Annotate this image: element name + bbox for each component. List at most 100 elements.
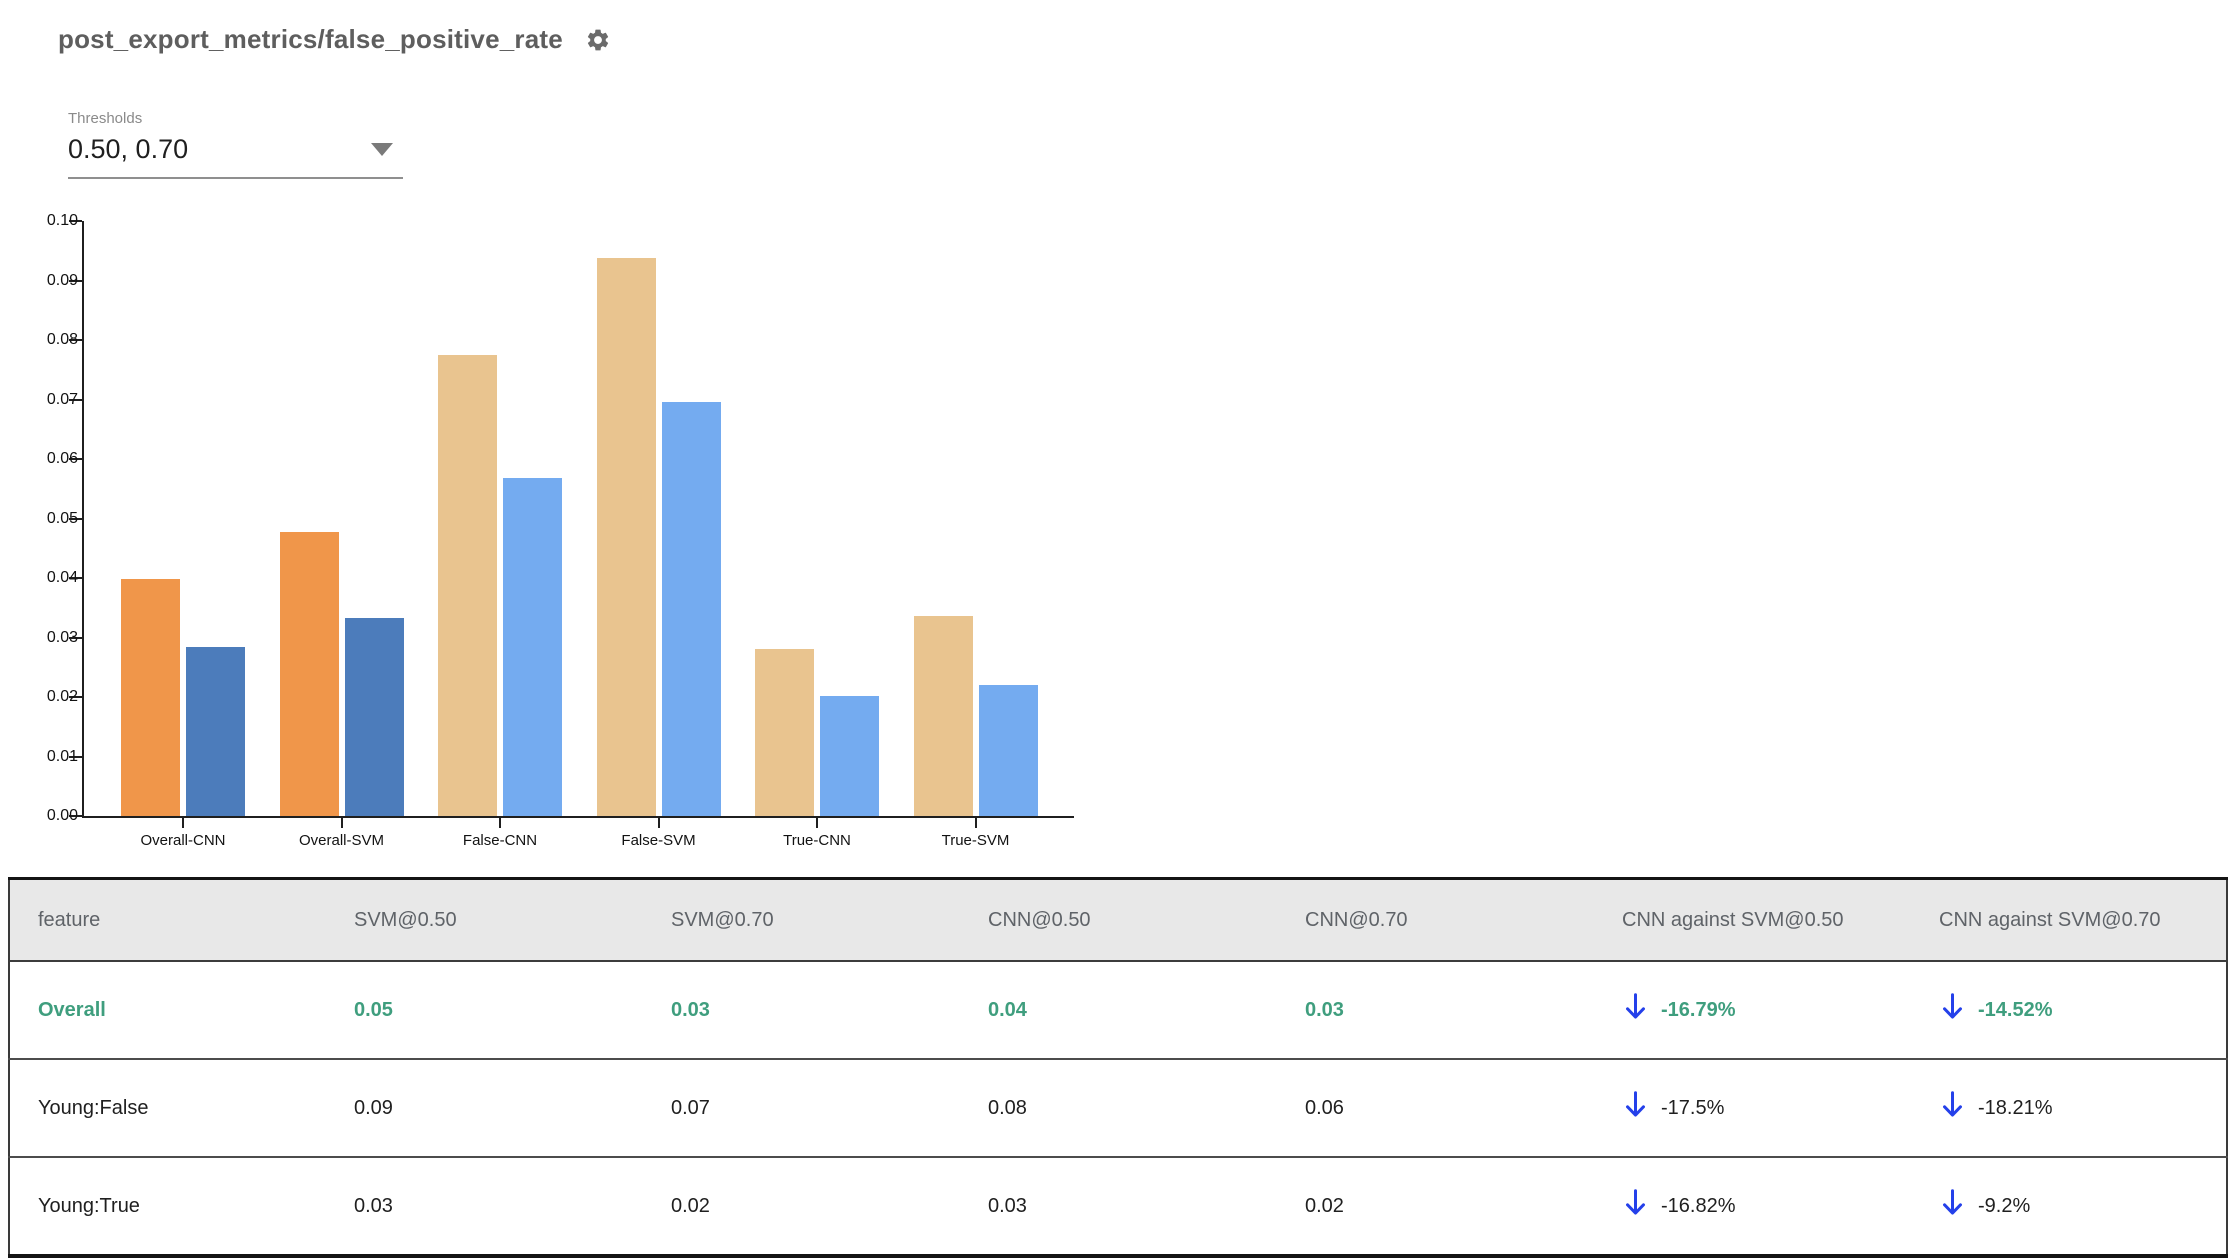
- metric-cell-svm-0-70: 0.07: [643, 1058, 960, 1157]
- comparison-value-group: -9.2%: [1939, 1188, 2220, 1225]
- bar-true-svm-0[interactable]: [913, 615, 973, 816]
- thresholds-value: 0.50, 0.70: [68, 134, 189, 164]
- arrow-down-icon: [1622, 1090, 1649, 1127]
- x-axis-tick: [499, 818, 501, 828]
- x-tick-label: True-SVM: [941, 832, 1010, 849]
- metric-cell-cnn-0-50: 0.08: [960, 1058, 1277, 1157]
- x-tick-label: False-CNN: [462, 832, 538, 849]
- y-tick-label: 0.08: [46, 331, 78, 348]
- column-header-feature: feature: [9, 878, 326, 962]
- column-header-svm-0-50: SVM@0.50: [326, 878, 643, 962]
- chevron-down-icon: [371, 143, 393, 156]
- bar-false-svm-1[interactable]: [661, 402, 721, 816]
- thresholds-label: Thresholds: [68, 110, 143, 127]
- arrow-down-icon: [1939, 1188, 1966, 1225]
- x-tick-label: True-CNN: [783, 832, 851, 849]
- comparison-value-group: -17.5%: [1622, 1090, 1905, 1127]
- y-axis-tick: [69, 696, 82, 698]
- metric-cell-svm-0-50: 0.05: [326, 961, 643, 1059]
- metric-cell-cnn-0-70: 0.03: [1277, 961, 1594, 1059]
- y-axis-tick: [69, 458, 82, 460]
- y-tick-label: 0.03: [46, 628, 78, 646]
- arrow-down-icon: [1622, 1188, 1649, 1225]
- metric-cell-cnn-0-70: 0.06: [1277, 1058, 1594, 1157]
- y-tick-label: 0.09: [46, 271, 78, 289]
- table-row-young-true: Young:True 0.03 0.02 0.03 0.02 -16.82% -9.2%: [9, 1156, 2227, 1256]
- comparison-value: -16.82%: [1661, 1194, 1736, 1217]
- bar-overall-cnn-1[interactable]: [186, 647, 245, 816]
- page-title: post_export_metrics/false_positive_rate: [58, 24, 563, 54]
- bar-overall-svm-0[interactable]: [279, 531, 339, 816]
- comparison-value: -18.21%: [1978, 1096, 2053, 1119]
- comparison-cell-cnn-against-svm-0-50: -16.79%: [1594, 961, 1911, 1059]
- y-tick-label: 0.07: [46, 390, 78, 408]
- comparison-value: -9.2%: [1978, 1194, 2031, 1217]
- comparison-cell-cnn-against-svm-0-70: -18.21%: [1911, 1058, 2227, 1157]
- y-tick-label: 0.00: [46, 807, 78, 824]
- metric-cell-svm-0-70: 0.03: [643, 961, 960, 1059]
- metric-cell-svm-0-50: 0.03: [326, 1156, 643, 1256]
- x-tick-label: Overall-CNN: [140, 832, 226, 849]
- comparison-value: -16.79%: [1661, 998, 1736, 1021]
- thresholds-select[interactable]: Thresholds 0.50, 0.70: [68, 110, 403, 179]
- x-tick-label: Overall-SVM: [298, 832, 384, 849]
- table-row-young-false: Young:False 0.09 0.07 0.08 0.06 -17.5% -18.21%: [9, 1058, 2227, 1157]
- metrics-table: feature SVM@0.50 SVM@0.70 CNN@0.50 CNN@0.70 C…: [8, 877, 2228, 1258]
- metric-cell-svm-0-50: 0.09: [326, 1058, 643, 1157]
- arrow-down-icon: [1939, 1090, 1966, 1127]
- y-tick-label: 0.10: [46, 212, 78, 229]
- table-header-row: feature SVM@0.50 SVM@0.70 CNN@0.50 CNN@0.70 C…: [9, 878, 2227, 962]
- x-axis-tick: [182, 818, 184, 828]
- bar-false-cnn-1[interactable]: [503, 478, 562, 816]
- metric-cell-cnn-0-70: 0.02: [1277, 1156, 1594, 1256]
- y-tick-label: 0.04: [46, 569, 78, 586]
- x-axis-tick: [816, 818, 818, 828]
- y-axis-tick: [69, 339, 82, 341]
- bar-false-cnn-0[interactable]: [438, 355, 497, 816]
- table-row-overall: Overall 0.05 0.03 0.04 0.03 -16.79% -14.52%: [9, 961, 2227, 1059]
- comparison-value: -17.5%: [1661, 1096, 1725, 1119]
- comparison-cell-cnn-against-svm-0-50: -16.82%: [1594, 1156, 1911, 1256]
- comparison-value-group: -16.82%: [1622, 1188, 1905, 1225]
- comparison-cell-cnn-against-svm-0-50: -17.5%: [1594, 1058, 1911, 1157]
- bar-overall-svm-1[interactable]: [344, 618, 404, 816]
- comparison-value-group: -18.21%: [1939, 1090, 2220, 1127]
- column-header-svm-0-70: SVM@0.70: [643, 878, 960, 962]
- bar-true-cnn-1[interactable]: [820, 696, 879, 816]
- y-axis-tick: [69, 220, 82, 222]
- bar-true-cnn-0[interactable]: [755, 649, 814, 816]
- y-axis-tick: [69, 755, 82, 758]
- arrow-down-icon: [1939, 992, 1966, 1029]
- y-axis-tick: [69, 279, 82, 282]
- y-tick-label: 0.06: [46, 450, 78, 467]
- bar-true-svm-1[interactable]: [978, 684, 1038, 816]
- column-header-cnn-0-50: CNN@0.50: [960, 878, 1277, 962]
- y-tick-label: 0.01: [46, 747, 78, 765]
- false-positive-rate-bar-chart: 0.00 0.01 0.02 0.03 0.04 0.05 0.06 0.07 0.08 0.09…: [47, 212, 1074, 849]
- y-axis-tick: [69, 815, 82, 817]
- column-header-cnn-0-70: CNN@0.70: [1277, 878, 1594, 962]
- comparison-value: -14.52%: [1978, 998, 2053, 1021]
- bar-overall-cnn-0[interactable]: [121, 579, 180, 816]
- feature-cell: Young:True: [9, 1156, 326, 1256]
- x-axis-tick: [657, 818, 660, 828]
- column-header-cnn-against-svm-0-70: CNN against SVM@0.70: [1911, 878, 2227, 962]
- comparison-cell-cnn-against-svm-0-70: -14.52%: [1911, 961, 2227, 1059]
- column-header-cnn-against-svm-0-50: CNN against SVM@0.50: [1594, 878, 1911, 962]
- gear-icon[interactable]: [585, 27, 611, 53]
- bar-false-svm-0[interactable]: [596, 257, 656, 816]
- metric-cell-cnn-0-50: 0.03: [960, 1156, 1277, 1256]
- arrow-down-icon: [1622, 992, 1649, 1029]
- comparison-value-group: -16.79%: [1622, 992, 1905, 1029]
- y-axis-tick: [69, 577, 82, 579]
- metric-header: post_export_metrics/false_positive_rate: [58, 24, 611, 55]
- comparison-value-group: -14.52%: [1939, 992, 2220, 1029]
- y-tick-label: 0.02: [46, 688, 78, 705]
- y-axis-tick: [69, 398, 82, 401]
- feature-cell: Overall: [9, 961, 326, 1059]
- comparison-cell-cnn-against-svm-0-70: -9.2%: [1911, 1156, 2227, 1256]
- y-axis-tick: [69, 517, 82, 520]
- x-tick-label: False-SVM: [621, 832, 696, 849]
- x-axis-tick: [974, 818, 977, 828]
- metric-cell-svm-0-70: 0.02: [643, 1156, 960, 1256]
